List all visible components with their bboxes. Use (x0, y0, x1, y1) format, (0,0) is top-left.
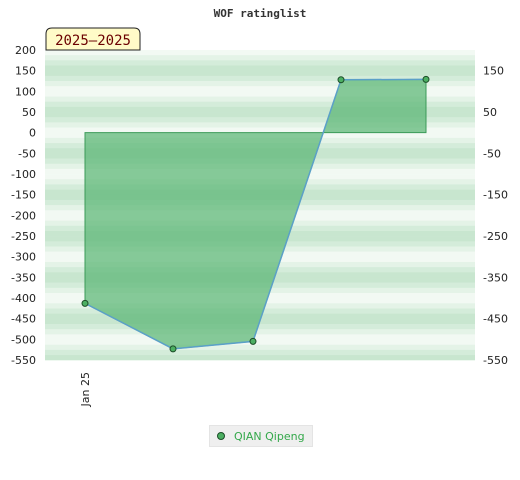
left-tick-label: -550 (11, 354, 36, 367)
background-band (45, 106, 475, 113)
left-tick-label: 100 (15, 85, 36, 98)
left-tick-label: 50 (22, 106, 36, 119)
left-tick-label: -150 (11, 189, 36, 202)
background-band (45, 355, 475, 361)
right-tick-label: -250 (483, 230, 508, 243)
chart-title: WOF ratinglist (214, 7, 307, 20)
left-tick-label: -300 (11, 251, 36, 264)
right-tick-label: -450 (483, 313, 508, 326)
right-tick-label: -350 (483, 271, 508, 284)
background-band (45, 65, 475, 71)
right-axis: 150 50 -50 -150 -250 -350 -450 -550 (483, 65, 508, 367)
right-tick-label: -550 (483, 354, 508, 367)
left-tick-label: -350 (11, 271, 36, 284)
background-band (45, 81, 475, 87)
background-band (45, 70, 475, 77)
legend[interactable]: QIAN Qipeng (209, 425, 313, 447)
background-band (45, 117, 475, 123)
data-point[interactable] (249, 337, 257, 345)
legend-marker-icon (217, 432, 225, 440)
background-band (45, 339, 475, 345)
left-tick-label: -100 (11, 168, 36, 181)
period-badge: 2025–2025 (45, 27, 141, 51)
period-badge-label: 2025–2025 (55, 33, 131, 49)
background-band (45, 324, 475, 330)
background-band (45, 86, 475, 92)
data-point[interactable] (81, 299, 89, 307)
series-area (81, 75, 430, 353)
legend-label: QIAN Qipeng (234, 429, 305, 443)
right-tick-label: 150 (483, 65, 504, 78)
background-band (45, 60, 475, 66)
background-band (45, 112, 475, 118)
left-tick-label: -450 (11, 313, 36, 326)
x-tick-label: Jan 25 (79, 372, 92, 407)
data-point[interactable] (337, 76, 345, 84)
background-band (45, 344, 475, 351)
background-band (45, 91, 475, 97)
data-point[interactable] (422, 75, 430, 83)
left-axis: 200 150 100 50 0 -50 -100 -150 -200 -250 -300 -350 -… (11, 44, 36, 367)
left-tick-label: -250 (11, 230, 36, 243)
background-band (45, 334, 475, 340)
background-band (45, 55, 475, 61)
background-band (45, 127, 475, 134)
background-band (45, 96, 475, 102)
right-tick-label: -50 (483, 147, 501, 160)
x-axis: Jan 25 (79, 372, 92, 407)
left-tick-label: 0 (29, 127, 36, 140)
data-point[interactable] (169, 345, 177, 353)
left-tick-label: -400 (11, 292, 36, 305)
background-band (45, 50, 475, 56)
left-tick-label: -200 (11, 209, 36, 222)
left-tick-label: -50 (18, 147, 36, 160)
right-tick-label: -150 (483, 189, 508, 202)
left-tick-label: 200 (15, 44, 36, 57)
background-band (45, 349, 475, 356)
background-band (45, 101, 475, 108)
background-band (45, 329, 475, 335)
background-band (45, 122, 475, 128)
right-tick-label: 50 (483, 106, 497, 119)
left-tick-label: 150 (15, 65, 36, 78)
background-band (45, 75, 475, 82)
left-tick-label: -500 (11, 333, 36, 346)
